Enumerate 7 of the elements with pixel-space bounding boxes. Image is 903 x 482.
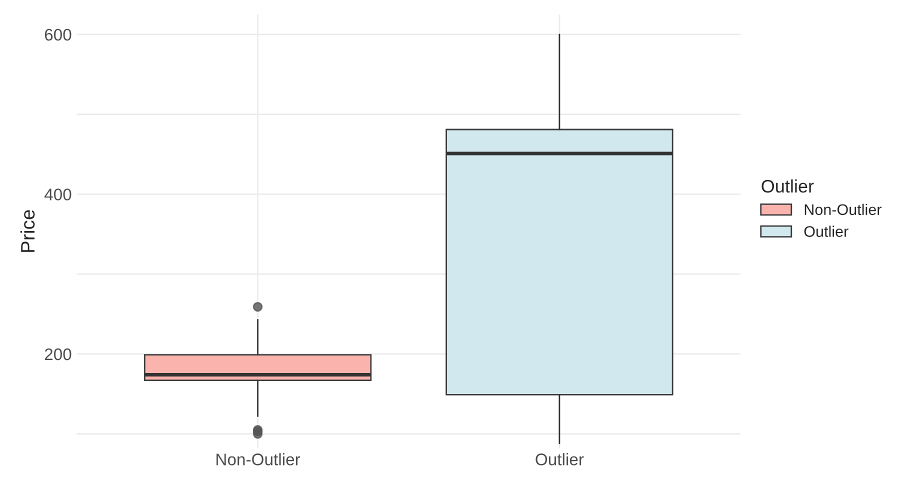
y-axis-title: Price	[20, 210, 35, 252]
y-tick-label: 200	[44, 348, 72, 360]
legend-label: Non-Outlier	[804, 204, 882, 216]
y-tick-label: 400	[44, 188, 72, 200]
y-tick-label: 600	[44, 28, 72, 41]
legend-title: Outlier	[762, 179, 814, 193]
legend-label: Outlier	[804, 226, 848, 237]
